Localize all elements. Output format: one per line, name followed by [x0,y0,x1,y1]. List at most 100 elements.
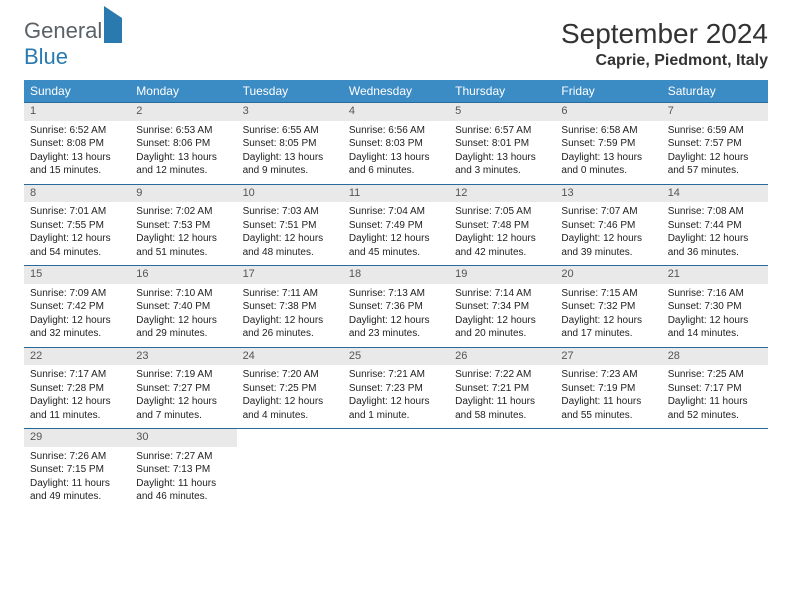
day-dl1: Daylight: 12 hours [136,314,230,328]
day-number-cell: 10 [237,184,343,202]
day-content-cell [555,447,661,510]
day-dl1: Daylight: 12 hours [561,232,655,246]
day-content-cell: Sunrise: 7:13 AMSunset: 7:36 PMDaylight:… [343,284,449,348]
day-number-cell: 22 [24,347,130,365]
logo-text-2: Blue [24,44,68,69]
day-number-cell: 16 [130,266,236,284]
day-number-cell: 4 [343,103,449,121]
day-content-cell: Sunrise: 7:20 AMSunset: 7:25 PMDaylight:… [237,365,343,429]
day-number-cell: 14 [662,184,768,202]
day-dl2: and 46 minutes. [136,490,230,504]
day-sr: Sunrise: 7:10 AM [136,287,230,301]
day-sr: Sunrise: 6:55 AM [243,124,337,138]
day-sr: Sunrise: 6:57 AM [455,124,549,138]
day-ss: Sunset: 7:28 PM [30,382,124,396]
day-sr: Sunrise: 7:05 AM [455,205,549,219]
day-dl1: Daylight: 13 hours [349,151,443,165]
day-dl1: Daylight: 12 hours [668,314,762,328]
day-dl1: Daylight: 11 hours [668,395,762,409]
title-block: September 2024 Caprie, Piedmont, Italy [561,18,768,70]
day-number-cell: 28 [662,347,768,365]
day-dl2: and 26 minutes. [243,327,337,341]
day-ss: Sunset: 7:13 PM [136,463,230,477]
day-content-row: Sunrise: 7:26 AMSunset: 7:15 PMDaylight:… [24,447,768,510]
day-sr: Sunrise: 7:27 AM [136,450,230,464]
day-number-cell: 26 [449,347,555,365]
day-dl1: Daylight: 11 hours [136,477,230,491]
day-dl1: Daylight: 12 hours [455,314,549,328]
day-ss: Sunset: 8:06 PM [136,137,230,151]
day-dl2: and 45 minutes. [349,246,443,260]
day-content-cell: Sunrise: 7:27 AMSunset: 7:13 PMDaylight:… [130,447,236,510]
day-dl1: Daylight: 12 hours [243,395,337,409]
logo: General Blue [24,18,122,70]
day-sr: Sunrise: 7:21 AM [349,368,443,382]
day-dl2: and 4 minutes. [243,409,337,423]
day-dl1: Daylight: 13 hours [30,151,124,165]
day-content-cell [662,447,768,510]
day-number-cell: 29 [24,429,130,447]
day-dl1: Daylight: 13 hours [136,151,230,165]
day-dl1: Daylight: 12 hours [349,232,443,246]
day-number-cell: 5 [449,103,555,121]
day-dl2: and 6 minutes. [349,164,443,178]
day-number-row: 891011121314 [24,184,768,202]
header: General Blue September 2024 Caprie, Pied… [24,18,768,70]
day-dl2: and 51 minutes. [136,246,230,260]
day-number-cell: 3 [237,103,343,121]
month-title: September 2024 [561,18,768,50]
day-sr: Sunrise: 7:03 AM [243,205,337,219]
day-content-cell: Sunrise: 6:52 AMSunset: 8:08 PMDaylight:… [24,121,130,185]
day-ss: Sunset: 7:30 PM [668,300,762,314]
day-sr: Sunrise: 7:07 AM [561,205,655,219]
day-header: Tuesday [237,80,343,103]
day-dl1: Daylight: 12 hours [349,395,443,409]
day-ss: Sunset: 7:46 PM [561,219,655,233]
day-dl1: Daylight: 12 hours [455,232,549,246]
day-number-row: 15161718192021 [24,266,768,284]
day-number-cell: 27 [555,347,661,365]
day-content-cell: Sunrise: 7:23 AMSunset: 7:19 PMDaylight:… [555,365,661,429]
day-content-row: Sunrise: 7:09 AMSunset: 7:42 PMDaylight:… [24,284,768,348]
day-header: Wednesday [343,80,449,103]
day-header: Sunday [24,80,130,103]
day-ss: Sunset: 8:05 PM [243,137,337,151]
day-content-cell: Sunrise: 7:21 AMSunset: 7:23 PMDaylight:… [343,365,449,429]
day-dl2: and 55 minutes. [561,409,655,423]
day-dl2: and 17 minutes. [561,327,655,341]
day-dl1: Daylight: 12 hours [243,314,337,328]
day-content-cell: Sunrise: 7:26 AMSunset: 7:15 PMDaylight:… [24,447,130,510]
day-dl1: Daylight: 12 hours [30,314,124,328]
day-sr: Sunrise: 7:19 AM [136,368,230,382]
day-content-cell: Sunrise: 7:22 AMSunset: 7:21 PMDaylight:… [449,365,555,429]
day-number-row: 1234567 [24,103,768,121]
day-dl2: and 11 minutes. [30,409,124,423]
day-number-row: 22232425262728 [24,347,768,365]
day-content-row: Sunrise: 6:52 AMSunset: 8:08 PMDaylight:… [24,121,768,185]
logo-mark-icon [104,6,122,43]
day-dl1: Daylight: 12 hours [30,395,124,409]
day-sr: Sunrise: 7:01 AM [30,205,124,219]
day-ss: Sunset: 7:19 PM [561,382,655,396]
day-sr: Sunrise: 7:23 AM [561,368,655,382]
day-ss: Sunset: 7:27 PM [136,382,230,396]
day-ss: Sunset: 7:25 PM [243,382,337,396]
day-number-cell: 12 [449,184,555,202]
day-ss: Sunset: 7:57 PM [668,137,762,151]
day-ss: Sunset: 8:01 PM [455,137,549,151]
day-number-cell: 21 [662,266,768,284]
day-content-cell [343,447,449,510]
day-ss: Sunset: 7:21 PM [455,382,549,396]
location: Caprie, Piedmont, Italy [561,52,768,70]
day-content-cell: Sunrise: 7:08 AMSunset: 7:44 PMDaylight:… [662,202,768,266]
day-ss: Sunset: 7:51 PM [243,219,337,233]
day-dl2: and 12 minutes. [136,164,230,178]
day-dl2: and 1 minute. [349,409,443,423]
day-number-cell: 13 [555,184,661,202]
day-number-cell: 30 [130,429,236,447]
day-sr: Sunrise: 7:25 AM [668,368,762,382]
day-dl1: Daylight: 12 hours [243,232,337,246]
day-number-cell: 1 [24,103,130,121]
day-number-cell: 25 [343,347,449,365]
day-content-cell: Sunrise: 7:05 AMSunset: 7:48 PMDaylight:… [449,202,555,266]
